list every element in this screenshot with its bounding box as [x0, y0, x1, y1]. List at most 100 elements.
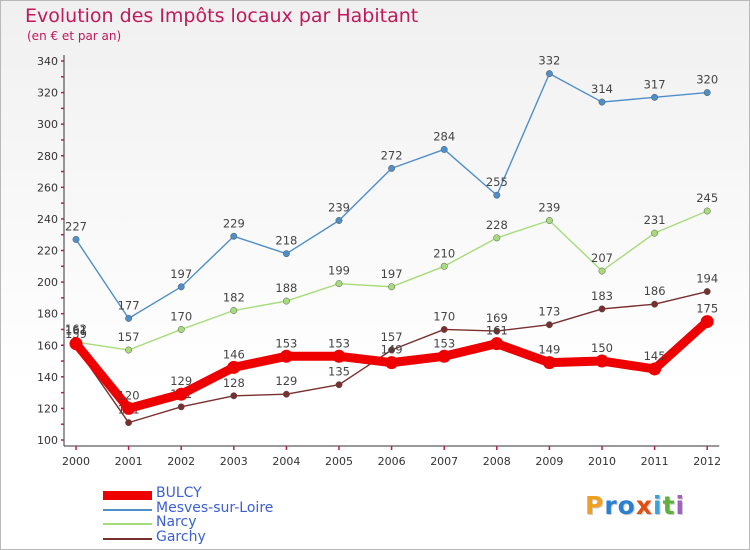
- data-label-bulcy: 145: [644, 349, 666, 363]
- data-point-mesves-sur-loire: [545, 70, 553, 78]
- data-point-bulcy: [542, 356, 556, 370]
- logo-letter: P: [585, 491, 605, 520]
- data-label-garchy: 170: [433, 309, 455, 323]
- data-point-mesves-sur-loire: [125, 314, 133, 322]
- logo-letter: x: [635, 491, 653, 520]
- data-point-garchy: [177, 403, 185, 411]
- data-label-narcy: 188: [275, 281, 297, 295]
- y-tick-label: 320: [37, 87, 58, 100]
- logo-letter: o: [617, 491, 636, 520]
- data-label-garchy: 169: [486, 311, 508, 325]
- data-label-garchy: 129: [275, 374, 297, 388]
- chart-subtitle: (en € et par an): [27, 29, 122, 43]
- x-tick-label: 2010: [588, 455, 616, 468]
- data-point-garchy: [440, 326, 448, 333]
- data-point-narcy: [335, 280, 343, 288]
- data-point-narcy: [545, 217, 553, 224]
- y-tick-label: 140: [37, 371, 58, 384]
- data-label-bulcy: 149: [381, 343, 403, 357]
- data-label-garchy: 194: [696, 272, 718, 286]
- chart-title: Evolution des Impôts locaux par Habitant: [25, 5, 419, 27]
- x-tick-label: 2003: [220, 455, 248, 468]
- x-tick-label: 2011: [641, 455, 669, 468]
- x-tick-label: 2009: [535, 455, 563, 468]
- data-label-bulcy: 161: [65, 324, 87, 338]
- data-point-bulcy: [332, 349, 346, 363]
- data-label-mesves-sur-loire: 177: [118, 298, 140, 312]
- data-point-bulcy: [279, 349, 293, 363]
- data-point-narcy: [125, 346, 133, 354]
- data-label-bulcy: 149: [538, 343, 560, 357]
- data-label-mesves-sur-loire: 255: [486, 175, 508, 189]
- data-label-narcy: 162: [65, 322, 87, 336]
- data-point-narcy: [703, 207, 711, 215]
- data-label-mesves-sur-loire: 317: [644, 77, 666, 91]
- x-tick-label: 2008: [483, 455, 511, 468]
- data-point-garchy: [335, 381, 343, 389]
- data-point-bulcy: [174, 387, 188, 401]
- proxiti-logo: Proxiti: [585, 491, 685, 520]
- data-label-narcy: 170: [170, 309, 192, 323]
- data-point-mesves-sur-loire: [598, 98, 606, 106]
- x-tick-label: 2012: [693, 455, 721, 468]
- data-point-garchy: [598, 305, 606, 313]
- data-label-mesves-sur-loire: 272: [381, 148, 403, 162]
- data-label-narcy: 239: [538, 200, 560, 214]
- x-tick-label: 2005: [325, 455, 353, 468]
- data-point-garchy: [703, 288, 711, 296]
- data-point-narcy: [598, 267, 606, 275]
- data-label-narcy: 210: [433, 246, 455, 260]
- data-point-garchy: [545, 321, 553, 329]
- data-point-bulcy: [490, 337, 504, 351]
- legend-label-narcy: Narcy: [156, 514, 197, 530]
- data-label-narcy: 231: [644, 213, 666, 227]
- data-point-garchy: [493, 327, 501, 335]
- data-point-narcy: [177, 326, 185, 333]
- data-label-garchy: 159: [65, 327, 87, 341]
- data-point-bulcy: [122, 401, 136, 415]
- data-label-narcy: 199: [328, 264, 350, 278]
- data-label-mesves-sur-loire: 229: [223, 216, 245, 230]
- data-label-garchy: 183: [591, 289, 613, 303]
- legend-swatch-mesves-sur-loire: [103, 508, 152, 511]
- data-label-bulcy: 175: [696, 302, 718, 316]
- data-point-garchy: [230, 392, 238, 400]
- data-point-bulcy: [385, 356, 399, 370]
- data-point-mesves-sur-loire: [335, 217, 343, 224]
- data-label-bulcy: 120: [118, 388, 140, 402]
- y-tick-label: 160: [37, 339, 58, 352]
- y-tick-label: 200: [37, 276, 58, 289]
- data-label-bulcy: 153: [433, 336, 455, 350]
- data-point-narcy: [493, 234, 501, 242]
- x-tick-label: 2006: [378, 455, 406, 468]
- legend-swatch-narcy: [103, 523, 152, 525]
- data-point-narcy: [651, 229, 659, 237]
- legend-swatch-bulcy: [103, 490, 152, 500]
- data-label-mesves-sur-loire: 332: [538, 54, 560, 68]
- data-point-garchy: [282, 390, 290, 398]
- data-label-bulcy: 153: [275, 336, 297, 350]
- data-point-narcy: [388, 283, 396, 291]
- logo-letter: t: [662, 491, 676, 520]
- y-tick-label: 120: [37, 402, 58, 415]
- data-point-bulcy: [437, 349, 451, 363]
- y-tick-label: 240: [37, 213, 58, 226]
- data-label-mesves-sur-loire: 320: [696, 73, 718, 87]
- data-label-narcy: 228: [486, 218, 508, 232]
- data-label-bulcy: 153: [328, 336, 350, 350]
- data-label-bulcy: 146: [223, 347, 245, 361]
- data-label-garchy: 186: [644, 284, 666, 298]
- data-point-narcy: [230, 307, 238, 314]
- data-label-narcy: 245: [696, 191, 718, 205]
- data-label-narcy: 157: [118, 330, 140, 344]
- logo-letter: r: [604, 491, 618, 520]
- data-point-bulcy: [700, 315, 714, 329]
- legend-label-mesves-sur-loire: Mesves-sur-Loire: [156, 499, 274, 516]
- data-label-narcy: 182: [223, 291, 245, 305]
- x-tick-label: 2001: [115, 455, 143, 468]
- data-label-garchy: 135: [328, 365, 350, 379]
- data-point-bulcy: [227, 360, 241, 374]
- data-label-mesves-sur-loire: 314: [591, 82, 613, 96]
- data-point-garchy: [388, 346, 396, 354]
- data-label-narcy: 207: [591, 251, 613, 265]
